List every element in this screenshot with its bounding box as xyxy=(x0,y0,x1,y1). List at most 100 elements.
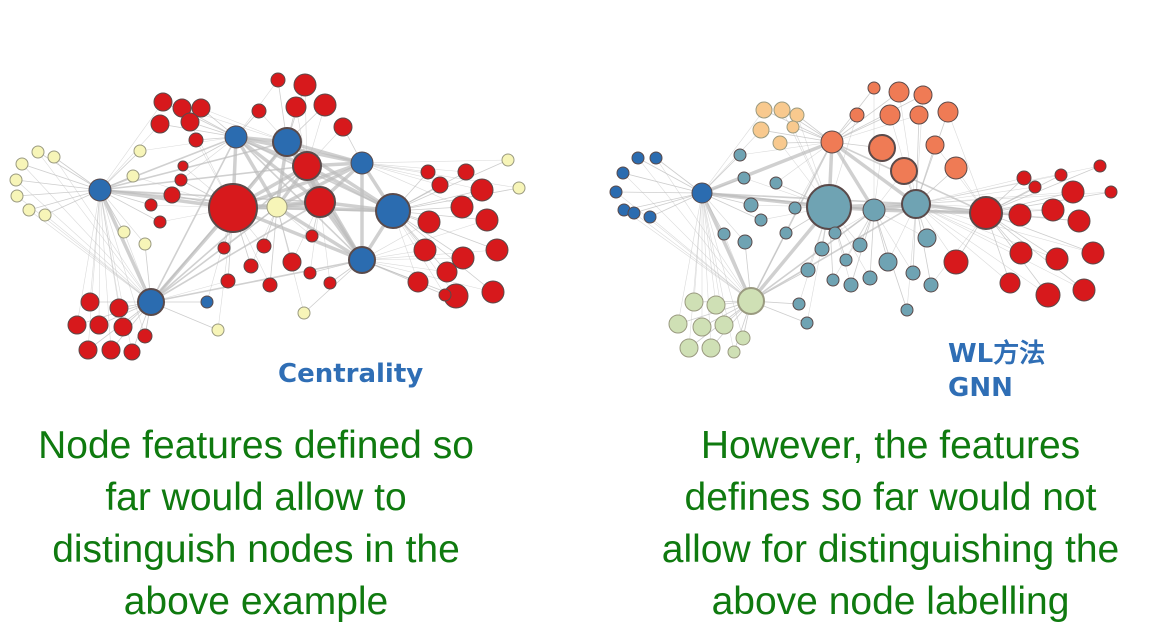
graph-edge xyxy=(701,192,746,243)
graph-node xyxy=(1061,180,1085,204)
graph-edge xyxy=(750,203,917,302)
graph-edge xyxy=(655,157,752,302)
graph-node xyxy=(313,93,337,117)
graph-edge xyxy=(15,179,101,191)
graph-edge xyxy=(21,163,152,303)
graph-node xyxy=(38,208,52,222)
graph-edge xyxy=(139,136,237,152)
graph-edge xyxy=(305,165,364,261)
graph-edge xyxy=(701,140,833,195)
graph-node xyxy=(862,270,878,286)
graph-node xyxy=(438,288,452,302)
graph-edge xyxy=(150,136,237,303)
right-caption-line: above node labelling xyxy=(711,580,1070,623)
graph-node xyxy=(879,104,901,126)
graph-node xyxy=(800,262,816,278)
graph-node xyxy=(470,178,494,202)
graph-edge xyxy=(898,91,917,205)
graph-edge xyxy=(700,192,753,302)
graph-node xyxy=(999,272,1021,294)
graph-node xyxy=(1008,203,1032,227)
graph-edge xyxy=(794,141,833,209)
graph-node xyxy=(137,328,153,344)
graph-node xyxy=(826,273,840,287)
graph-node xyxy=(843,277,859,293)
left-network-graph xyxy=(9,72,526,361)
graph-node xyxy=(109,298,129,318)
graph-edge xyxy=(830,141,876,211)
graph-edge xyxy=(701,129,762,194)
graph-node xyxy=(627,206,641,220)
graph-node xyxy=(820,130,844,154)
graph-edge xyxy=(180,136,237,181)
graph-edge xyxy=(623,209,752,302)
graph-node xyxy=(733,148,747,162)
graph-edge xyxy=(150,201,321,303)
graph-edge xyxy=(99,123,161,191)
graph-edge xyxy=(361,159,509,164)
graph-edge xyxy=(831,91,900,143)
graph-node xyxy=(126,169,140,183)
graph-node xyxy=(609,185,623,199)
graph-edge xyxy=(701,192,717,306)
graph-edge xyxy=(235,136,363,261)
graph-edge xyxy=(99,136,237,191)
graph-node xyxy=(905,265,921,281)
right-graph-nodes xyxy=(609,81,1118,359)
graph-edge xyxy=(615,191,703,194)
graph-node xyxy=(867,81,881,95)
graph-node xyxy=(1104,185,1118,199)
graph-node xyxy=(475,208,499,232)
graph-edge xyxy=(28,209,152,303)
graph-edge xyxy=(915,203,1094,254)
graph-edge xyxy=(37,151,152,303)
left-caption: Node features defined so far would allow… xyxy=(0,420,512,628)
graph-edge xyxy=(623,192,703,211)
graph-edge xyxy=(392,159,509,212)
graph-node xyxy=(890,157,918,185)
graph-edge xyxy=(985,212,1094,254)
graph-node xyxy=(839,253,853,267)
graph-node xyxy=(211,323,225,337)
graph-node xyxy=(270,72,286,88)
graph-node xyxy=(303,266,317,280)
graph-edge xyxy=(361,162,520,189)
graph-node xyxy=(1081,241,1105,265)
graph-edge xyxy=(223,206,278,249)
graph-node xyxy=(668,314,688,334)
graph-node xyxy=(350,151,374,175)
graph-edge xyxy=(99,189,112,351)
centrality-label: Centrality xyxy=(278,359,424,389)
graph-edge xyxy=(99,165,308,191)
graph-node xyxy=(272,127,302,157)
graph-node xyxy=(200,295,214,309)
graph-node xyxy=(47,150,61,164)
graph-node xyxy=(1028,180,1042,194)
graph-edge xyxy=(622,172,703,194)
graph-edge xyxy=(392,210,494,293)
graph-edge xyxy=(150,206,278,303)
graph-node xyxy=(755,101,773,119)
graph-node xyxy=(1093,159,1107,173)
graph-node xyxy=(737,171,751,185)
graph-edge xyxy=(361,259,448,273)
graph-node xyxy=(451,246,475,270)
graph-node xyxy=(256,238,272,254)
graph-edge xyxy=(99,189,146,245)
graph-node xyxy=(348,246,376,274)
graph-node xyxy=(243,258,259,274)
graph-node xyxy=(297,306,311,320)
graph-node xyxy=(616,166,630,180)
graph-node xyxy=(649,151,663,165)
graph-node xyxy=(174,173,188,187)
graph-edge xyxy=(361,162,467,173)
graph-edge xyxy=(150,165,308,303)
graph-node xyxy=(191,98,211,118)
graph-node xyxy=(1016,170,1032,186)
graph-edge xyxy=(99,101,164,191)
graph-edge xyxy=(915,203,1011,284)
graph-node xyxy=(485,238,509,262)
graph-node xyxy=(684,292,704,312)
graph-edge xyxy=(701,192,762,221)
method-label-line: GNN xyxy=(948,373,1013,403)
